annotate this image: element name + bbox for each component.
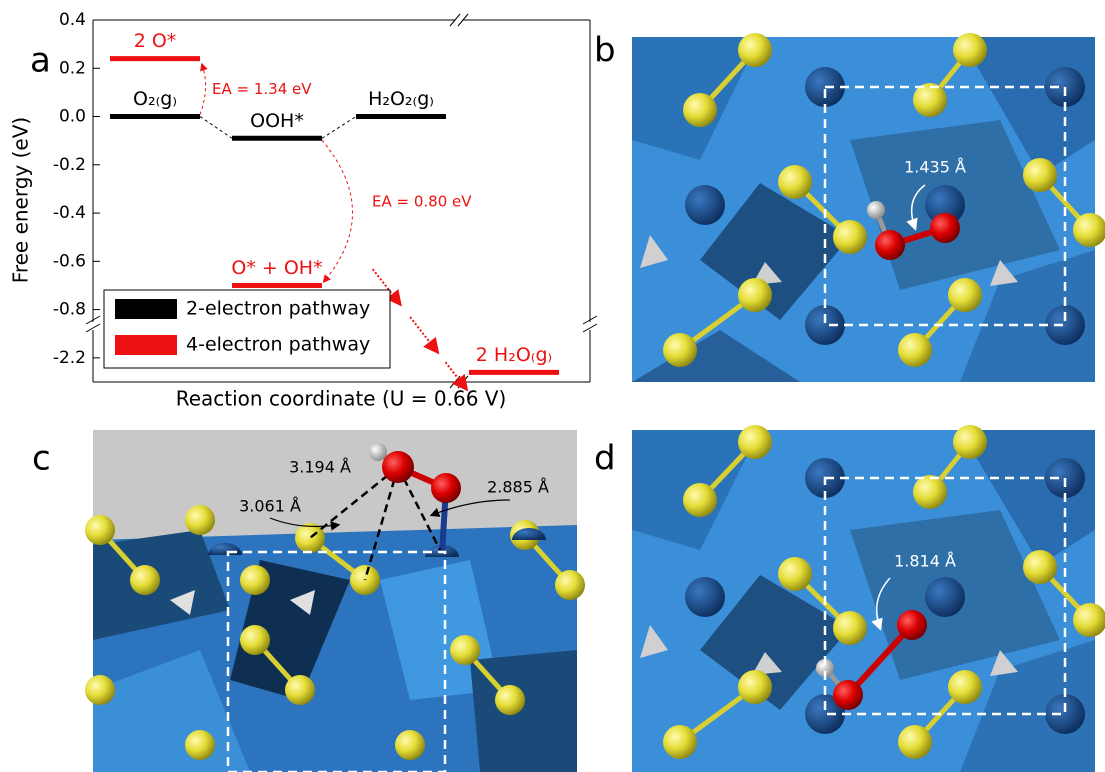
distance-label: 2.885 Å [487,478,549,497]
barrier-arrow [322,140,353,281]
structure-top-view: 1.814 Å [632,425,1105,772]
y-tick-label: -0.4 [53,203,86,223]
figure: a b c d 1.435 Å 3.194 Å 3.061 Å 2.885 Å … [0,0,1105,772]
distance-label: 3.194 Å [289,458,351,477]
level-label: 2 O* [134,30,177,52]
y-axis-label: Free energy (eV) [9,117,33,283]
legend-label: 4-electron pathway [186,334,370,356]
y-tick-label: -0.6 [53,251,86,271]
level-label: O* + OH* [231,257,322,279]
panel-label: d [594,439,616,479]
structure-side-view: 3.194 Å 3.061 Å 2.885 Å [85,430,585,772]
legend-swatch [115,335,177,355]
y-tick-label: 0.4 [59,10,86,30]
connector [322,117,356,139]
legend-swatch [115,299,177,319]
level-label: H₂O₂₍g₎ [368,88,434,110]
distance-label: 3.061 Å [239,497,301,516]
panel-label: b [594,31,616,71]
y-tick-label: 0.0 [59,107,86,127]
panel-label: c [32,439,51,479]
distance-label: 1.435 Å [904,158,966,177]
legend-label: 2-electron pathway [186,298,370,320]
x-axis-label: Reaction coordinate (U = 0.66 V) [176,387,507,411]
y-tick-label: -0.8 [53,300,86,320]
distance-label: 1.814 Å [894,552,956,571]
connector [200,117,232,139]
y-tick-label: 0.2 [59,58,86,78]
structure-top-view: 1.435 Å [632,33,1105,382]
y-tick-label: -2.2 [53,348,86,368]
y-tick-label: -0.2 [53,155,86,175]
path-arrow [445,362,465,388]
panel-label: a [30,41,51,81]
path-arrow [410,317,437,351]
annotation: EA = 0.80 eV [372,192,472,210]
barrier-arrow [200,65,206,115]
annotation: EA = 1.34 eV [212,80,312,98]
page: a b c d 1.435 Å 3.194 Å 3.061 Å 2.885 Å … [0,0,1105,772]
level-label: O₂₍g₎ [133,88,177,110]
level-label: OOH* [250,110,304,132]
level-label: 2 H₂O₍g₎ [476,344,552,366]
